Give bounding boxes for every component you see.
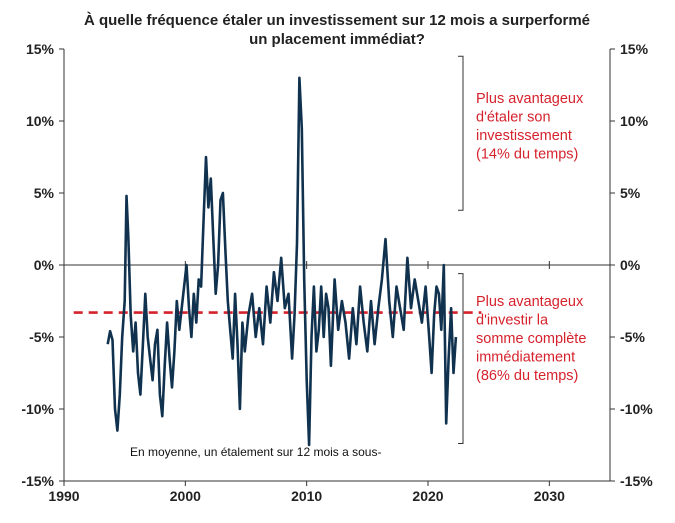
x-tick-label: 2020 [412, 488, 443, 504]
chart-title-line-1: À quelle fréquence étaler un investissem… [84, 12, 590, 29]
x-tick-label: 2000 [170, 488, 201, 504]
x-tick-label: 1990 [48, 488, 79, 504]
y-tick-label-right: 10% [620, 113, 649, 129]
y-tick-label-left: -10% [21, 401, 54, 417]
y-tick-label-left: 0% [34, 257, 55, 273]
x-tick-label: 2010 [291, 488, 322, 504]
bracket-lower [458, 273, 464, 445]
y-tick-label-right: -10% [620, 401, 653, 417]
y-tick-label-left: 5% [34, 185, 55, 201]
annotation-upper-line: (14% du temps) [476, 147, 578, 163]
series-line [106, 76, 458, 447]
y-tick-label-left: 15% [26, 41, 55, 57]
annotation-lower-line: (86% du temps) [476, 368, 578, 384]
annotation-lower-line: immédiatement [476, 350, 575, 366]
annotation-upper-line: d'étaler son [476, 110, 551, 126]
chart-title: À quelle fréquence étaler un investissem… [84, 12, 590, 48]
bracket-upper [458, 55, 464, 211]
y-tick-label-left: -15% [21, 473, 54, 489]
annotation-lower-line: somme complète [476, 331, 586, 347]
annotations-group: Plus avantageux d'étaler son investissemen… [130, 55, 586, 459]
y-tick-label-right: -5% [620, 329, 645, 345]
y-tick-label-right: 0% [620, 257, 641, 273]
annotation-lower-line: d'investir la [476, 313, 549, 329]
annotation-lower-line: Plus avantageux [476, 294, 584, 310]
y-tick-label-left: -5% [29, 329, 54, 345]
y-tick-label-right: -15% [620, 473, 653, 489]
annotation-upper-line: investissement [476, 128, 572, 144]
y-tick-label-left: 10% [26, 113, 55, 129]
chart-title-line-2: un placement immédiat? [249, 31, 425, 48]
y-tick-label-right: 5% [620, 185, 641, 201]
x-tick-label: 2030 [534, 488, 565, 504]
footnote-text: En moyenne, un étalement sur 12 mois a s… [130, 445, 381, 459]
y-tick-label-right: 15% [620, 41, 649, 57]
annotation-upper-line: Plus avantageux [476, 91, 584, 107]
axes-group: 15% 15% 10% 10% 5% 5% 0% 0% -5% -5% -10% -10% -15% -1… [21, 41, 653, 504]
marks-group [73, 76, 482, 447]
